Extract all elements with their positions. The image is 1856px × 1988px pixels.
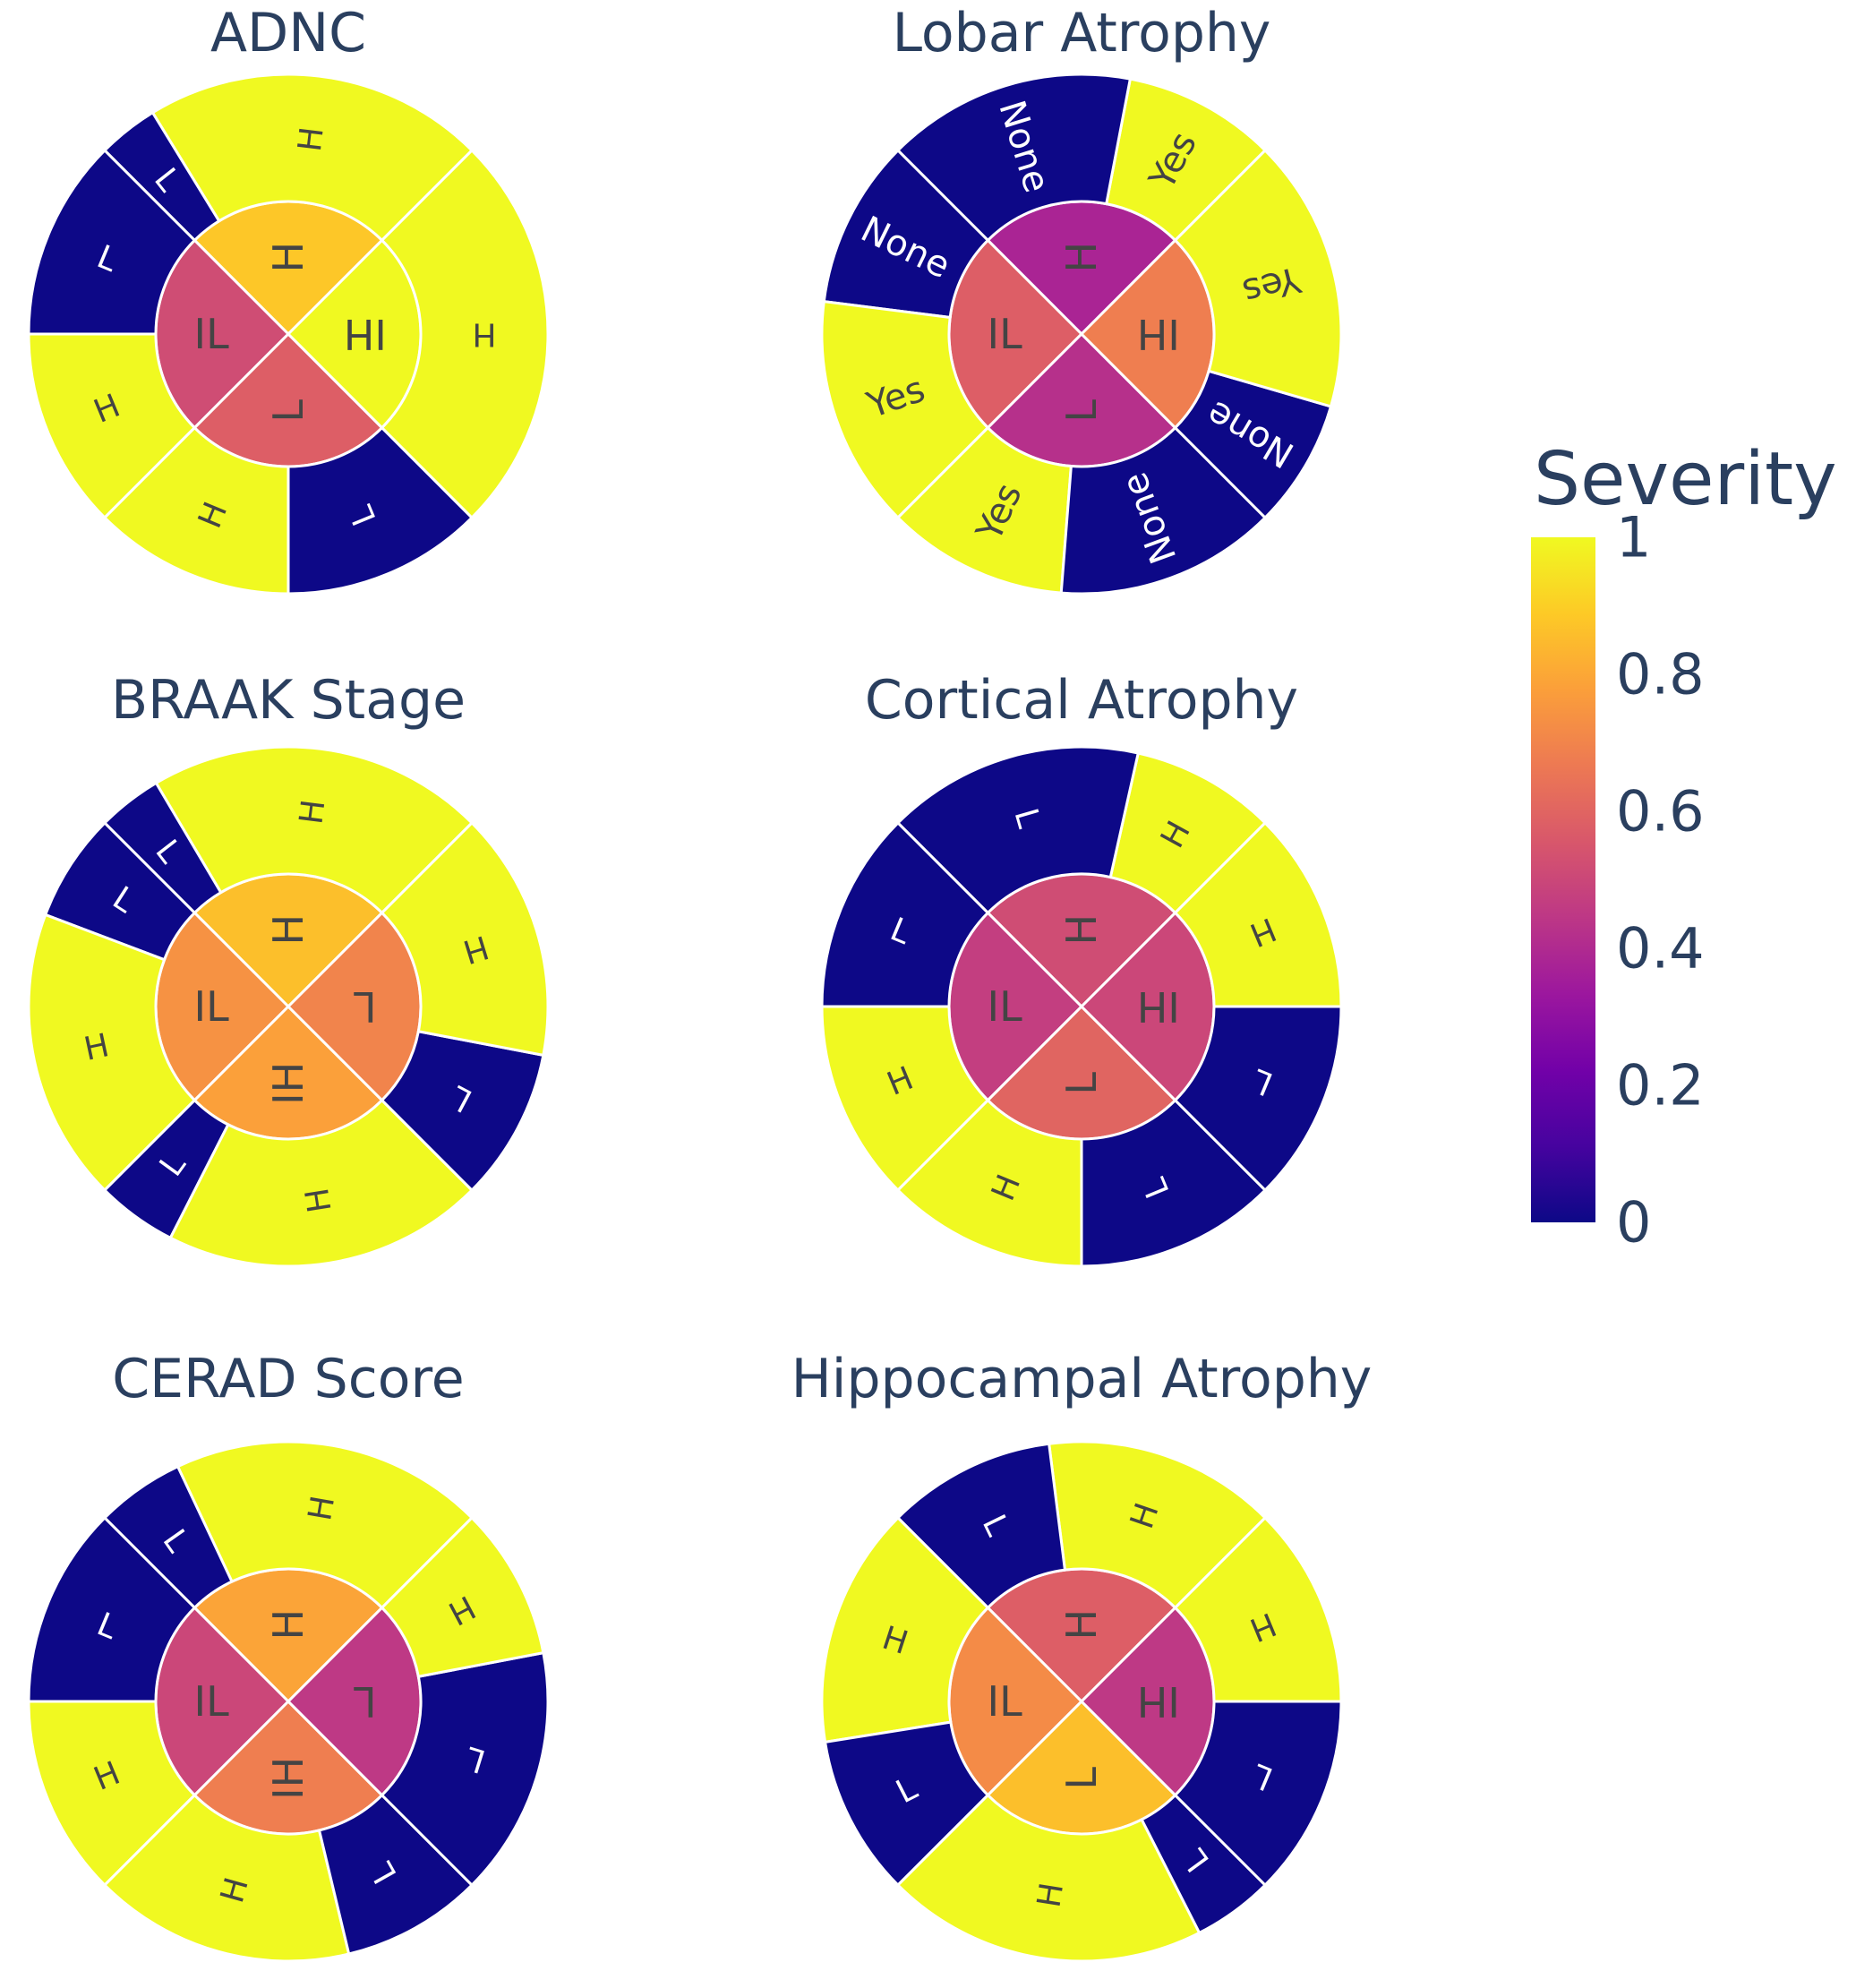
- outer-segment[interactable]: [168, 1098, 475, 1268]
- outer-segment[interactable]: [820, 1515, 990, 1744]
- inner-segment-label: H: [264, 242, 312, 273]
- inner-segment-label: IL: [194, 982, 230, 1031]
- inner-segment-label: H: [1057, 242, 1106, 273]
- colorbar-tick-label: 0.6: [1616, 779, 1705, 844]
- colorbar-tick-label: 0.2: [1616, 1053, 1705, 1118]
- outer-segment[interactable]: [1173, 820, 1343, 1008]
- inner-segment-label: IH: [1137, 982, 1180, 1031]
- colorbar-tick-label: 0.4: [1616, 916, 1705, 981]
- outer-segment-label: H: [472, 316, 496, 353]
- inner-segment-label: IL: [988, 982, 1023, 1031]
- outer-segment[interactable]: [27, 1515, 197, 1703]
- inner-segment-label: IH: [1137, 1677, 1180, 1726]
- inner-segment-label: IL: [194, 310, 230, 358]
- outer-segment-label: H: [299, 1186, 339, 1215]
- outer-segment-label: H: [1031, 1881, 1071, 1910]
- colorbar-title: Severity: [1534, 437, 1837, 522]
- outer-segment-label: H: [292, 125, 331, 154]
- outer-segment[interactable]: [1173, 1700, 1343, 1888]
- inner-segment-label: L: [1057, 399, 1106, 423]
- outer-segment[interactable]: [895, 745, 1141, 915]
- outer-segment[interactable]: [27, 332, 197, 520]
- outer-segment[interactable]: [175, 1440, 475, 1610]
- outer-segment[interactable]: [1047, 1440, 1268, 1610]
- outer-segment[interactable]: [27, 148, 197, 336]
- outer-segment[interactable]: [27, 1700, 197, 1888]
- chart-title: ADNC: [210, 2, 366, 64]
- colorbar-tick-label: 1: [1616, 505, 1651, 570]
- outer-segment[interactable]: [102, 1793, 351, 1963]
- inner-segment-label: L: [1057, 1767, 1106, 1790]
- outer-segment[interactable]: [1173, 1005, 1343, 1193]
- outer-segment[interactable]: [150, 73, 475, 243]
- outer-segment[interactable]: [380, 1650, 550, 1888]
- outer-segment[interactable]: [895, 1793, 1202, 1963]
- outer-segment-label: H: [293, 798, 332, 827]
- outer-segment[interactable]: [154, 745, 475, 915]
- chart-title: BRAAK Stage: [111, 669, 466, 732]
- inner-segment-label: IH: [344, 310, 387, 358]
- outer-segment[interactable]: [380, 1515, 545, 1679]
- inner-segment-label: IH: [264, 1757, 312, 1800]
- outer-segment[interactable]: [287, 425, 475, 596]
- chart-title: Cortical Atrophy: [865, 669, 1298, 732]
- inner-segment-label: IH: [264, 1062, 312, 1105]
- inner-segment-label: L: [354, 1677, 377, 1726]
- inner-segment-label: IL: [194, 1677, 230, 1726]
- chart-title: Hippocampal Atrophy: [791, 1348, 1373, 1410]
- outer-segment[interactable]: [1059, 425, 1268, 596]
- inner-segment-label: H: [264, 914, 312, 946]
- inner-segment-label: IH: [1137, 310, 1180, 358]
- inner-segment-label: L: [354, 982, 377, 1031]
- inner-segment-label: H: [1057, 914, 1106, 946]
- inner-segment-label: H: [1057, 1609, 1106, 1641]
- inner-segment-label: IL: [988, 1677, 1023, 1726]
- colorbar-ticks: 1 0.8 0.6 0.4 0.2 0: [1616, 505, 1705, 1255]
- outer-segment[interactable]: [895, 1098, 1083, 1268]
- outer-segment[interactable]: [380, 820, 550, 1058]
- outer-segment[interactable]: [27, 913, 197, 1193]
- colorbar-gradient: [1531, 537, 1595, 1222]
- inner-segment-label: IL: [988, 310, 1023, 358]
- inner-segment-label: H: [264, 1609, 312, 1641]
- inner-segment-label: L: [264, 399, 312, 423]
- inner-segment-label: L: [1057, 1072, 1106, 1095]
- outer-segment[interactable]: [102, 425, 290, 596]
- outer-segment[interactable]: [1173, 148, 1343, 408]
- outer-segment[interactable]: [820, 1005, 990, 1193]
- outer-segment[interactable]: [895, 73, 1133, 243]
- outer-segment[interactable]: [820, 299, 990, 520]
- chart-title: Lobar Atrophy: [893, 2, 1271, 64]
- colorbar-tick-label: 0: [1616, 1190, 1651, 1255]
- outer-segment[interactable]: [380, 148, 550, 520]
- outer-segment[interactable]: [1080, 1098, 1268, 1268]
- severity-colorbar: Severity 1 0.8 0.6 0.4 0.2 0: [1531, 437, 1837, 1255]
- colorbar-tick-label: 0.8: [1616, 642, 1705, 707]
- chart-title: CERAD Score: [112, 1348, 464, 1410]
- outer-segment[interactable]: [1173, 1515, 1343, 1703]
- outer-segment[interactable]: [820, 820, 990, 1008]
